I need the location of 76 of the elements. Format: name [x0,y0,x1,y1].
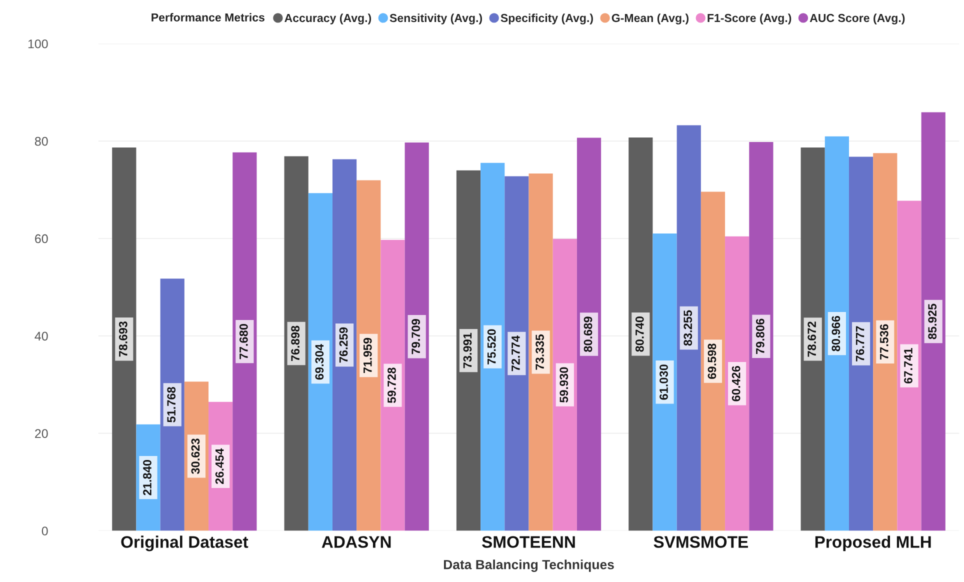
bar [480,162,505,531]
bar [749,142,774,531]
x-tick-label: SVMSMOTE [654,536,748,548]
x-tick-label: Original Dataset [121,536,248,552]
data-label: 21.840 [143,460,152,496]
bar [897,200,922,531]
data-label: 76.898 [291,326,300,362]
data-label: 76.259 [339,327,348,363]
data-label: 79.806 [756,318,764,354]
y-tick-label: 40 [34,332,48,341]
legend-label: AUC Score (Avg.) [810,14,905,24]
y-tick-label: 100 [28,39,48,48]
bar [628,137,653,531]
bar [848,156,874,531]
bar [380,240,405,531]
y-tick-label: 0 [42,526,48,536]
data-label: 83.255 [684,310,692,346]
data-label: 80.740 [635,316,644,352]
data-label: 76.777 [856,326,864,362]
bar [356,180,381,531]
data-label: 61.030 [660,364,668,400]
bar [332,159,357,531]
bar [921,112,946,531]
data-label: 73.335 [536,334,544,370]
bar [824,136,849,531]
data-label: 85.925 [928,304,937,340]
data-label: 59.728 [388,368,396,403]
data-label: 75.520 [487,329,496,364]
bar [308,193,332,531]
y-tick-label: 80 [34,136,48,146]
data-label: 80.689 [584,316,592,352]
legend-label: Specificity (Avg.) [500,14,593,24]
data-label: 69.304 [315,344,324,380]
x-tick-label: ADASYN [322,536,391,548]
data-label: 80.966 [832,316,840,352]
data-label: 71.959 [363,338,372,374]
data-label: 26.454 [215,448,224,484]
legend-title: Performance Metrics [152,13,264,22]
bar [232,152,257,531]
bar [504,176,529,531]
data-label: 73.991 [463,332,472,368]
data-label: 77.536 [880,324,888,360]
data-label: 30.623 [191,438,200,474]
bar [456,170,481,531]
data-label: 78.693 [118,321,128,357]
bar [652,233,677,531]
data-label: 59.930 [560,367,568,403]
data-label: 77.680 [239,324,248,360]
x-tick-label: SMOTEENN [482,536,575,548]
data-label: 67.741 [904,348,912,384]
bar [800,148,825,531]
bar [284,156,308,531]
bar [576,138,602,531]
data-label: 72.774 [512,336,520,372]
bar [404,142,429,531]
data-label: 60.426 [732,366,740,402]
legend-label: G-Mean (Avg.) [612,14,689,24]
bar [676,125,701,531]
bar [725,236,750,531]
y-tick-label: 60 [35,234,48,244]
data-label: 79.709 [412,319,420,354]
x-axis-title: Data Balancing Techniques [444,560,614,572]
bar [873,153,898,531]
y-tick-label: 20 [35,429,48,438]
bar [528,174,553,531]
legend-label: F1-Score (Avg.) [708,14,792,24]
data-label: 69.598 [708,344,716,379]
legend-label: Sensitivity (Avg.) [390,14,482,24]
data-label: 78.672 [808,322,816,357]
bar [700,192,726,531]
data-label: 51.768 [167,387,176,422]
bar [552,238,577,531]
bar [112,147,136,531]
bar [160,278,184,531]
x-tick-label: Proposed MLH [815,536,931,552]
legend-label: Accuracy (Avg.) [284,14,372,24]
